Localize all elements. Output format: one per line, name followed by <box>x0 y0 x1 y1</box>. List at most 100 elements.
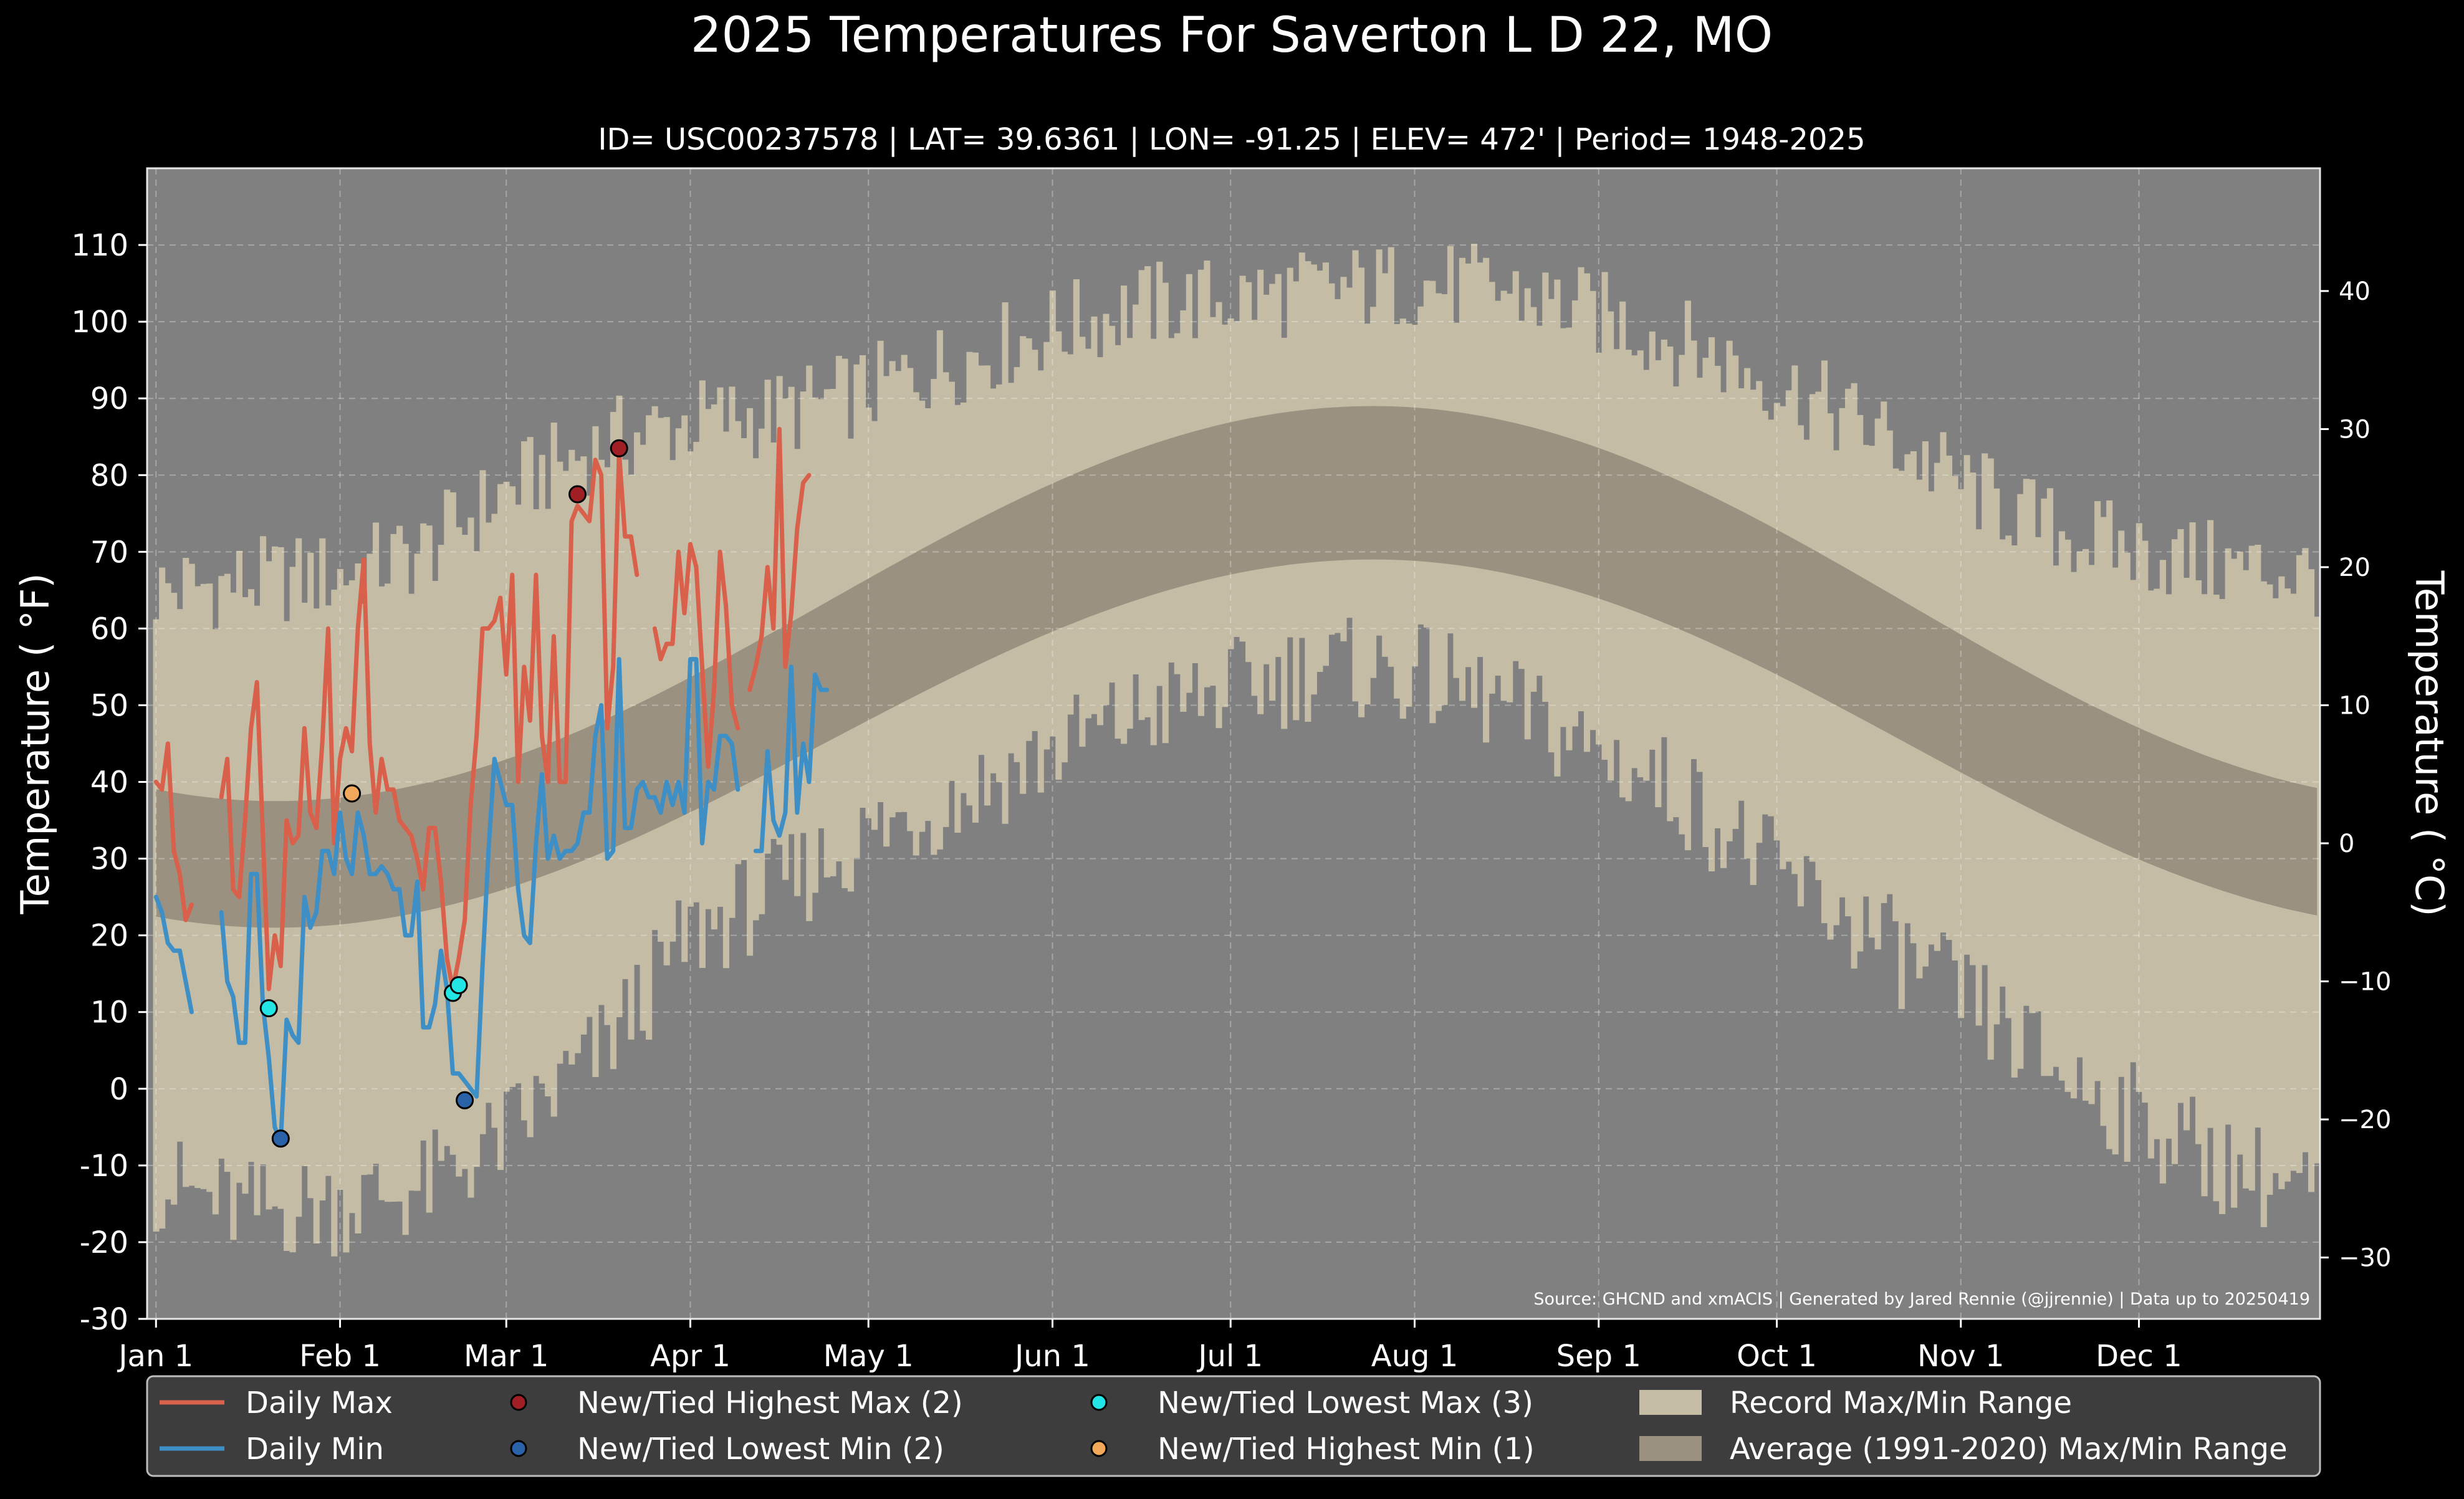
daily-min-line <box>153 657 830 1145</box>
left-tick-label: 110 <box>71 228 128 263</box>
record-range-bar <box>675 428 682 901</box>
record-marker <box>259 999 278 1018</box>
left-tick-label: -30 <box>80 1302 128 1337</box>
record-range-bar <box>2201 594 2208 1197</box>
legend-average-1991-2020-max-min-range-label: Average (1991-2020) Max/Min Range <box>1730 1432 2288 1467</box>
series-lines <box>153 426 830 1145</box>
legend-daily-max-label: Daily Max <box>246 1386 393 1420</box>
left-tick-label: 50 <box>90 688 128 723</box>
normal-range-area <box>156 406 2318 928</box>
left-tick-label: 30 <box>90 842 128 877</box>
right-tick-label: 30 <box>2339 415 2371 444</box>
x-tick-label: Apr 1 <box>650 1339 731 1374</box>
record-range-bar <box>651 406 658 931</box>
x-tick-label: Jul 1 <box>1196 1339 1263 1374</box>
chart-subtitle: ID= USC00237578 | LAT= 39.6361 | LON= -9… <box>598 122 1865 157</box>
x-tick-label: May 1 <box>823 1339 914 1374</box>
left-tick-label: 60 <box>90 611 128 646</box>
left-tick-label: 10 <box>90 995 128 1030</box>
record-marker <box>271 1129 290 1148</box>
record-range-bar <box>800 391 807 833</box>
legend-record-max-min-range-label: Record Max/Min Range <box>1730 1386 2072 1420</box>
right-axis-ticks: 40 30 20 10 0 −10 −20 −30 <box>2320 277 2391 1273</box>
left-tick-label: 20 <box>90 919 128 954</box>
record-range-bar <box>2219 599 2226 1214</box>
source-note: Source: GHCND and xmACIS | Generated by … <box>1533 1290 2310 1309</box>
record-range-bar <box>2260 581 2267 1227</box>
x-tick-label: Feb 1 <box>299 1339 381 1374</box>
legend-new-tied-highest-max-2-swatch <box>510 1394 527 1411</box>
left-tick-label: 0 <box>109 1072 128 1107</box>
record-marker <box>568 485 587 504</box>
record-range-bar <box>2112 567 2119 1155</box>
right-tick-label: −10 <box>2339 968 2391 997</box>
daily-max-line <box>153 426 812 992</box>
record-range-bar <box>2314 616 2321 1164</box>
x-tick-label: Nov 1 <box>1917 1339 2004 1374</box>
left-tick-label: 70 <box>90 535 128 570</box>
record-markers <box>259 439 628 1148</box>
chart-title: 2025 Temperatures For Saverton L D 22, M… <box>691 7 1773 64</box>
legend-new-tied-highest-min-1-label: New/Tied Highest Min (1) <box>1158 1432 1535 1467</box>
record-range-bar <box>877 340 884 802</box>
legend-new-tied-lowest-min-2-label: New/Tied Lowest Min (2) <box>577 1432 944 1467</box>
right-tick-label: −20 <box>2339 1106 2391 1134</box>
record-range-bar <box>2213 595 2220 1202</box>
record-range-bar <box>153 619 160 1232</box>
record-range-bar <box>764 380 771 854</box>
left-tick-label: -10 <box>80 1149 128 1184</box>
record-range-bar <box>658 418 664 942</box>
left-tick-label: 90 <box>90 381 128 416</box>
plot-frame <box>146 167 2321 1320</box>
x-tick-label: Dec 1 <box>2096 1339 2182 1374</box>
legend-new-tied-highest-min-1-swatch <box>1090 1440 1108 1457</box>
legend-daily-min-label: Daily Min <box>246 1432 384 1467</box>
left-tick-label: 40 <box>90 765 128 800</box>
right-axis-label: Temperature ( °C) <box>2407 570 2452 917</box>
record-range-bar <box>2070 572 2078 1099</box>
normal-range-band <box>156 406 2318 928</box>
record-range-bar <box>2124 552 2131 1162</box>
legend-box <box>146 1375 2321 1477</box>
right-tick-label: 0 <box>2339 830 2354 858</box>
record-range-bar <box>717 387 724 907</box>
right-tick-label: −30 <box>2339 1244 2391 1273</box>
legend-new-tied-highest-max-2-label: New/Tied Highest Max (2) <box>577 1386 963 1420</box>
x-tick-label: Sep 1 <box>1556 1339 1641 1374</box>
record-range-bar <box>705 409 712 909</box>
x-tick-label: Mar 1 <box>464 1339 549 1374</box>
left-tick-label: -20 <box>80 1225 128 1260</box>
left-tick-label: 80 <box>90 458 128 493</box>
record-range-bar <box>284 621 290 1251</box>
legend-new-tied-lowest-max-3-swatch <box>1090 1394 1108 1411</box>
record-range-bar <box>2147 590 2154 1159</box>
record-range-bar <box>734 421 742 864</box>
legend-new-tied-lowest-min-2-swatch <box>510 1440 527 1457</box>
record-marker <box>456 1091 474 1109</box>
legend-record-max-min-range-swatch <box>1639 1390 1702 1415</box>
record-range-bar <box>729 386 736 918</box>
right-tick-label: 20 <box>2339 553 2371 582</box>
right-tick-label: 10 <box>2339 691 2371 720</box>
record-range-bar <box>2011 545 2018 1078</box>
legend-average-1991-2020-max-min-range-swatch <box>1639 1436 1702 1461</box>
legend-new-tied-lowest-max-3-label: New/Tied Lowest Max (3) <box>1158 1386 1533 1420</box>
right-tick-label: 40 <box>2339 277 2371 306</box>
record-marker <box>449 976 468 995</box>
record-marker <box>610 439 628 457</box>
record-range-bar <box>776 376 783 845</box>
x-tick-label: Aug 1 <box>1371 1339 1459 1374</box>
record-marker <box>343 784 362 803</box>
record-range-bar <box>2159 560 2166 1184</box>
record-range-bar <box>859 355 866 808</box>
grid-lines <box>147 168 2320 1319</box>
left-axis-label: Temperature ( °F) <box>12 573 58 914</box>
x-tick-label: Jun 1 <box>1013 1339 1090 1374</box>
x-axis-ticks: Jan 1 Feb 1 Mar 1 Apr 1 May 1 Jun 1 Jul 1 Aug 1… <box>117 1319 2182 1374</box>
x-tick-label: Jan 1 <box>117 1339 193 1374</box>
x-tick-label: Oct 1 <box>1737 1339 1817 1374</box>
legend: Daily Max Daily Min New/Tied Highest Max (… <box>160 1386 2288 1467</box>
